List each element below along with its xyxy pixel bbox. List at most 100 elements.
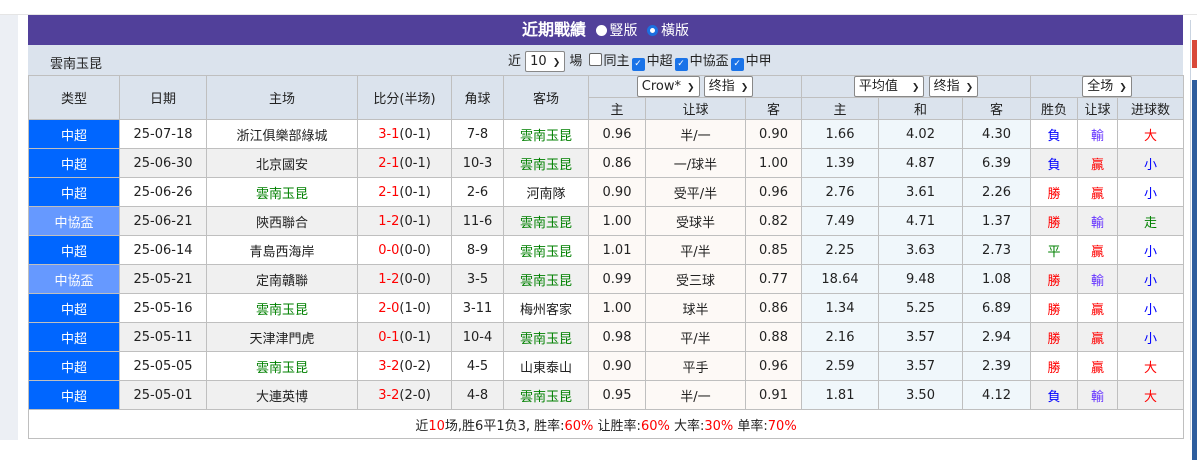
odds-home: 0.86 [588, 148, 646, 178]
home-team[interactable]: 雲南玉昆 [206, 293, 358, 323]
home-team[interactable]: 北京國安 [206, 148, 358, 178]
result-win-loss: 勝 [1030, 177, 1079, 207]
score[interactable]: 1-2(0-1) [357, 206, 452, 236]
table-row: 中超 25-07-18 浙江俱樂部綠城 3-1(0-1) 7-8 雲南玉昆 0.96 半/一 0… [28, 119, 1185, 149]
odds-away: 0.90 [744, 119, 803, 149]
corners: 10-3 [451, 148, 504, 178]
match-type: 中協盃 [28, 206, 120, 236]
avg-company-select[interactable]: 平均值 ❯ [853, 76, 925, 97]
checkbox-same-home[interactable] [588, 53, 602, 66]
avg-draw: 9.48 [878, 264, 964, 294]
checkbox-label: 中超 [646, 54, 673, 69]
full-time-score: 3-2 [378, 358, 400, 374]
avg-home: 2.59 [801, 351, 880, 381]
match-type: 中超 [28, 322, 120, 352]
away-team[interactable]: 雲南玉昆 [503, 119, 589, 149]
away-team[interactable]: 雲南玉昆 [503, 235, 589, 265]
table-row: 中超 25-05-05 雲南玉昆 3-2(0-2) 4-5 山東泰山 0.90 平手 0.96 2… [28, 351, 1185, 381]
recent-count-select[interactable]: 10 ❯ [525, 51, 566, 72]
odds-kind-select[interactable]: 终指 ❯ [703, 76, 754, 97]
table-row: 中超 25-05-16 雲南玉昆 2-0(1-0) 3-11 梅州客家 1.00 球半 0.86… [28, 293, 1185, 323]
summary-row: 近10场,胜6平1负3, 胜率:60% 让胜率:60% 大率:30% 单率:70… [27, 409, 1185, 439]
odds-away: 0.82 [744, 206, 803, 236]
full-time-score: 3-2 [378, 387, 400, 403]
header-result: 全场 ❯ [1030, 75, 1185, 98]
right-sidebar [1190, 20, 1197, 460]
checkbox-fa-cup[interactable]: ✓ [674, 58, 688, 71]
result-handicap: 贏 [1077, 293, 1119, 323]
home-team[interactable]: 雲南玉昆 [206, 351, 358, 381]
odd-rate: 70% [767, 418, 797, 434]
header-avg: 平均值 ❯ 终指 ❯ [801, 75, 1032, 98]
avg-draw: 3.50 [878, 380, 964, 410]
corners: 3-5 [451, 264, 504, 294]
half-time-score: (1-0) [399, 300, 431, 316]
match-date: 25-05-21 [119, 264, 207, 294]
home-team[interactable]: 天津津門虎 [206, 322, 358, 352]
odds-away: 0.77 [744, 264, 803, 294]
match-type: 中超 [28, 177, 120, 207]
odds-home: 0.98 [588, 322, 646, 352]
odds-line: 受三球 [645, 264, 746, 294]
header-odds-line: 让球 [645, 97, 746, 120]
half-time-score: (2-0) [399, 387, 431, 403]
result-scope-select[interactable]: 全场 ❯ [1082, 76, 1132, 97]
away-team[interactable]: 雲南玉昆 [503, 148, 589, 178]
odds-company-select[interactable]: Crow* ❯ [636, 76, 700, 97]
checkbox-label: 中甲 [745, 54, 772, 69]
away-team[interactable]: 梅州客家 [503, 293, 589, 323]
corners: 2-6 [451, 177, 504, 207]
browser-top-divider [0, 14, 1197, 15]
score[interactable]: 0-1(0-1) [357, 322, 452, 352]
home-team[interactable]: 青島西海岸 [206, 235, 358, 265]
home-team[interactable]: 浙江俱樂部綠城 [206, 119, 358, 149]
home-team[interactable]: 雲南玉昆 [206, 177, 358, 207]
avg-home: 1.66 [801, 119, 880, 149]
match-date: 25-06-30 [119, 148, 207, 178]
home-team[interactable]: 陝西聯合 [206, 206, 358, 236]
header-avg-draw: 和 [878, 97, 964, 120]
corners: 4-5 [451, 351, 504, 381]
away-team[interactable]: 雲南玉昆 [503, 380, 589, 410]
checkbox-csl[interactable]: ✓ [631, 58, 645, 71]
select-value: 终指 [708, 79, 735, 94]
avg-home: 7.49 [801, 206, 880, 236]
result-win-loss: 勝 [1030, 206, 1079, 236]
avg-draw: 3.61 [878, 177, 964, 207]
score[interactable]: 3-2(0-2) [357, 351, 452, 381]
radio-vertical[interactable] [595, 25, 607, 36]
summary-text: 场,胜6平1负3, 胜率: [444, 418, 565, 434]
score[interactable]: 2-1(0-1) [357, 148, 452, 178]
filter-bar: 雲南玉昆 近 10 ❯ 場 同主 ✓ 中超 ✓ 中協盃 ✓ 中甲 [28, 45, 1183, 75]
away-team[interactable]: 河南隊 [503, 177, 589, 207]
result-goals: 小 [1117, 148, 1185, 178]
home-team[interactable]: 大連英博 [206, 380, 358, 410]
score[interactable]: 2-0(1-0) [357, 293, 452, 323]
radio-horizontal[interactable] [646, 25, 658, 36]
odds-away: 1.00 [744, 148, 803, 178]
table-row: 中超 25-06-30 北京國安 2-1(0-1) 10-3 雲南玉昆 0.86 一/球半 1.… [28, 148, 1185, 178]
header-avg-home: 主 [801, 97, 880, 120]
result-handicap: 輸 [1077, 264, 1119, 294]
half-time-score: (0-0) [399, 271, 431, 287]
checkbox-league-one[interactable]: ✓ [730, 58, 744, 71]
score[interactable]: 1-2(0-0) [357, 264, 452, 294]
result-goals: 大 [1117, 351, 1185, 381]
avg-kind-select[interactable]: 终指 ❯ [928, 76, 979, 97]
away-team[interactable]: 山東泰山 [503, 351, 589, 381]
table-row: 中協盃 25-05-21 定南贛聯 1-2(0-0) 3-5 雲南玉昆 0.99 受三球 0.7… [28, 264, 1185, 294]
away-team[interactable]: 雲南玉昆 [503, 264, 589, 294]
avg-draw: 3.63 [878, 235, 964, 265]
full-time-score: 0-1 [378, 329, 400, 345]
home-team[interactable]: 定南贛聯 [206, 264, 358, 294]
away-team[interactable]: 雲南玉昆 [503, 206, 589, 236]
odds-away: 0.96 [744, 351, 803, 381]
score[interactable]: 2-1(0-1) [357, 177, 452, 207]
result-win-loss: 平 [1030, 235, 1079, 265]
score[interactable]: 3-1(0-1) [357, 119, 452, 149]
table-row: 中超 25-05-01 大連英博 3-2(2-0) 4-8 雲南玉昆 0.95 半/一 0.91… [28, 380, 1185, 410]
score[interactable]: 0-0(0-0) [357, 235, 452, 265]
result-win-loss: 勝 [1030, 293, 1079, 323]
away-team[interactable]: 雲南玉昆 [503, 322, 589, 352]
score[interactable]: 3-2(2-0) [357, 380, 452, 410]
